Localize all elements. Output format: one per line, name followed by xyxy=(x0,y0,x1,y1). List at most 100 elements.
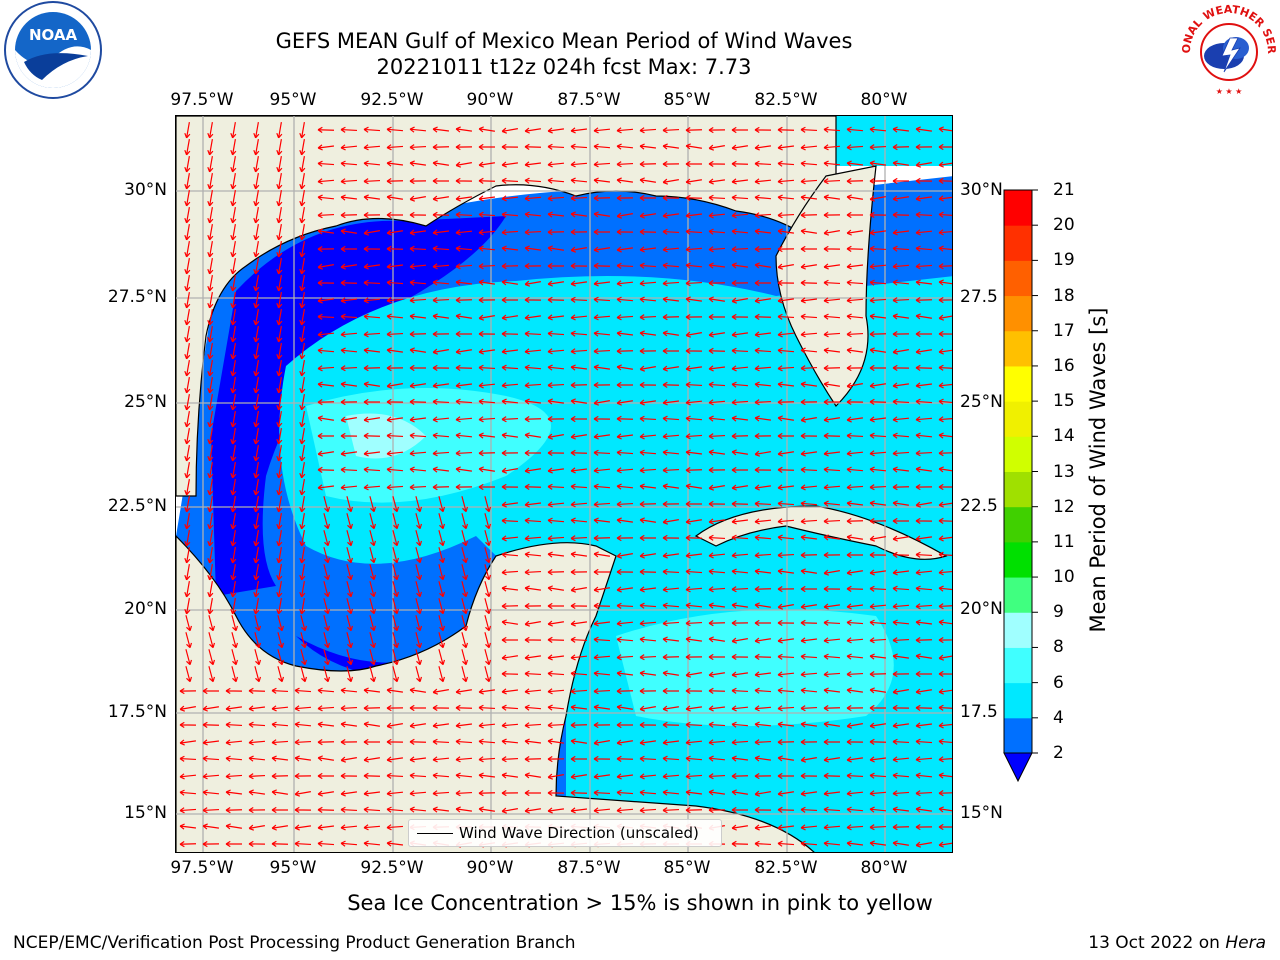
wave-direction-arrow xyxy=(547,161,565,168)
wave-direction-arrow xyxy=(524,654,542,661)
wave-direction-arrow xyxy=(455,382,473,389)
wave-direction-arrow xyxy=(662,178,679,185)
colorbar-tick-label: 18 xyxy=(1053,285,1075,306)
wave-direction-arrow xyxy=(317,331,335,338)
wave-direction-arrow xyxy=(639,483,657,490)
wave-direction-arrow xyxy=(846,347,864,354)
wave-direction-arrow xyxy=(938,330,952,338)
wave-direction-arrow xyxy=(501,636,518,644)
wave-direction-arrow xyxy=(478,688,496,695)
colorbar-extend-triangle xyxy=(1003,752,1033,783)
wave-direction-arrow xyxy=(938,245,952,252)
wave-direction-arrow xyxy=(369,530,377,547)
wave-direction-arrow xyxy=(731,331,749,338)
wave-direction-arrow xyxy=(184,326,191,343)
wave-direction-arrow xyxy=(731,246,749,253)
wave-direction-arrow xyxy=(254,615,262,632)
wave-direction-arrow xyxy=(207,411,214,428)
wave-direction-arrow xyxy=(455,195,473,202)
wave-direction-arrow xyxy=(639,654,657,661)
wave-direction-arrow xyxy=(616,789,634,796)
wave-direction-arrow xyxy=(616,807,634,814)
wave-direction-arrow xyxy=(869,653,887,660)
wave-direction-arrow xyxy=(846,450,864,457)
wave-direction-arrow xyxy=(869,806,887,813)
wave-direction-arrow xyxy=(823,534,841,541)
wave-direction-arrow xyxy=(846,637,864,644)
wave-direction-arrow xyxy=(823,160,841,167)
wave-direction-arrow xyxy=(915,841,932,848)
wave-direction-arrow xyxy=(484,632,492,649)
wave-direction-arrow xyxy=(639,602,657,609)
wave-direction-arrow xyxy=(754,772,772,780)
wave-direction-arrow xyxy=(230,564,237,581)
wave-direction-arrow xyxy=(892,551,910,558)
colorbar-band xyxy=(1004,471,1032,508)
wave-direction-arrow xyxy=(777,415,794,422)
wave-direction-arrow xyxy=(300,632,308,649)
wave-direction-arrow xyxy=(386,144,404,151)
wave-direction-arrow xyxy=(731,144,748,151)
wave-direction-arrow xyxy=(846,603,864,610)
wave-direction-arrow xyxy=(823,551,841,559)
wave-direction-arrow xyxy=(346,564,354,581)
wave-direction-arrow xyxy=(731,653,749,661)
wave-direction-arrow xyxy=(369,598,377,615)
lon-label-bottom: 85°W xyxy=(663,858,711,878)
wave-direction-arrow xyxy=(484,547,492,564)
wave-direction-arrow xyxy=(823,671,841,678)
wave-direction-arrow xyxy=(754,790,771,797)
wave-direction-arrow xyxy=(823,144,841,151)
wave-direction-arrow xyxy=(915,483,933,491)
wave-direction-arrow xyxy=(777,721,795,728)
wave-direction-arrow xyxy=(570,433,587,440)
wave-direction-arrow xyxy=(478,704,496,711)
noaa-logo-icon: NOAA xyxy=(4,1,102,99)
wave-direction-arrow xyxy=(432,279,450,286)
wave-direction-arrow xyxy=(570,348,588,355)
lat-label-right: 27.5 xyxy=(960,287,998,307)
wave-direction-arrow xyxy=(846,806,864,813)
wave-direction-arrow xyxy=(524,143,542,150)
wave-direction-arrow xyxy=(800,585,817,593)
wave-direction-arrow xyxy=(392,547,400,564)
wave-direction-arrow xyxy=(754,653,772,660)
wave-direction-arrow xyxy=(731,279,749,287)
wave-direction-arrow xyxy=(754,500,772,507)
wave-direction-arrow xyxy=(593,602,611,609)
wave-direction-arrow xyxy=(777,739,795,746)
wave-direction-arrow xyxy=(754,415,772,422)
wave-direction-arrow xyxy=(685,721,703,728)
wave-direction-arrow xyxy=(461,649,469,666)
wave-direction-arrow xyxy=(478,195,496,202)
wave-direction-arrow xyxy=(708,739,726,746)
wave-direction-arrow xyxy=(501,535,519,542)
wave-direction-arrow xyxy=(570,228,588,236)
wave-direction-arrow xyxy=(639,347,657,355)
wave-direction-arrow xyxy=(317,365,335,372)
wave-direction-arrow xyxy=(478,466,495,473)
wave-direction-arrow xyxy=(184,258,191,275)
wave-direction-arrow xyxy=(892,585,910,592)
wave-direction-arrow xyxy=(938,704,952,711)
wave-direction-arrow xyxy=(225,789,243,796)
ocean-band-6-8 xyxy=(616,609,894,726)
wave-direction-arrow xyxy=(639,721,657,729)
wave-direction-arrow xyxy=(524,177,542,184)
wave-direction-arrow xyxy=(208,649,216,666)
wave-direction-arrow xyxy=(777,297,795,304)
wave-direction-arrow xyxy=(271,721,289,728)
wave-direction-arrow xyxy=(938,279,952,286)
wave-direction-arrow xyxy=(639,501,657,508)
wave-direction-arrow xyxy=(271,824,288,831)
colorbar-tick-label: 11 xyxy=(1053,531,1075,552)
wave-direction-arrow xyxy=(708,687,726,694)
wave-direction-arrow xyxy=(616,228,634,236)
wave-direction-arrow xyxy=(317,194,335,201)
wave-direction-arrow xyxy=(662,228,680,235)
wave-direction-arrow xyxy=(892,484,910,491)
wave-direction-arrow xyxy=(777,585,795,593)
wave-direction-arrow xyxy=(777,500,795,507)
wave-direction-arrow xyxy=(938,517,952,524)
wave-direction-arrow xyxy=(754,381,772,388)
